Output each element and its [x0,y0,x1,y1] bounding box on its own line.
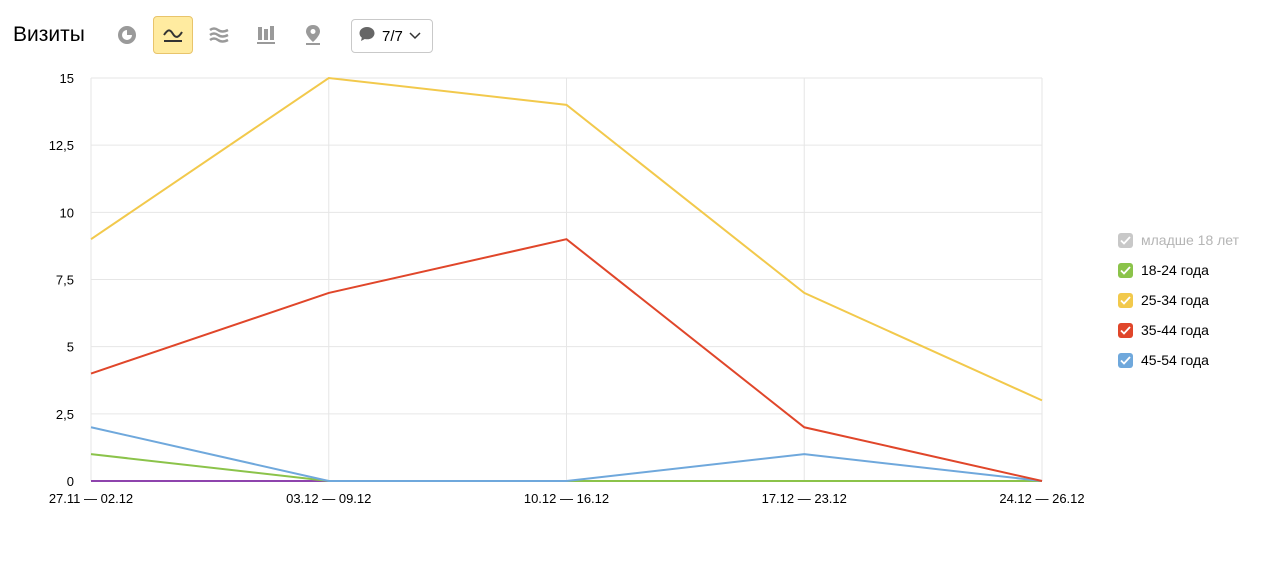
series-line [90,426,1043,482]
legend-item[interactable]: 25-34 года [1118,285,1239,315]
stacked-bar-chart-button[interactable] [246,16,286,54]
stacked-bar-chart-icon [255,25,277,45]
legend-item[interactable]: 18-24 года [1118,255,1239,285]
y-tick-label: 10 [60,205,74,220]
legend-item[interactable]: 35-44 года [1118,315,1239,345]
checkmark-icon [1120,265,1131,275]
legend-checkbox[interactable] [1118,232,1133,248]
segments-count: 7/7 [382,27,403,45]
checkmark-icon [1120,235,1131,245]
chart-legend: младше 18 лет 18-24 года 25-34 года 35-44 г… [1118,225,1239,375]
legend-label: 35-44 года [1141,322,1209,338]
chevron-down-icon [409,27,421,45]
checkmark-icon [1120,295,1131,305]
pie-chart-icon [117,25,137,45]
legend-item[interactable]: младше 18 лет [1118,225,1239,255]
checkmark-icon [1120,355,1131,365]
y-tick-label: 15 [60,71,74,86]
legend-label: 45-54 года [1141,352,1209,368]
area-chart-button[interactable] [199,16,239,54]
y-tick-label: 12,5 [49,138,74,153]
y-tick-label: 7,5 [56,273,74,288]
y-tick-label: 5 [67,340,74,355]
legend-label: младше 18 лет [1141,232,1240,248]
line-chart: 0 2,5 5 7,5 10 12,5 15 27.11 — 02.12 03.12 — 09.… [49,71,1085,506]
x-tick-label: 10.12 — 16.12 [524,491,609,506]
legend-checkbox[interactable] [1118,352,1133,368]
line-chart-button[interactable] [153,16,193,54]
legend-item[interactable]: 45-54 года [1118,345,1239,375]
legend-label: 25-34 года [1141,292,1209,308]
speech-bubble-icon [358,25,376,48]
checkmark-icon [1120,325,1131,335]
legend-checkbox[interactable] [1118,322,1133,338]
y-tick-label: 2,5 [56,407,74,422]
chart-title: Визиты [13,23,85,46]
legend-checkbox[interactable] [1118,262,1133,278]
series-line [90,238,1043,482]
x-tick-label: 24.12 — 26.12 [999,491,1084,506]
map-pin-icon [303,24,323,46]
pie-chart-button[interactable] [107,16,147,54]
series-line [90,76,1043,402]
legend-checkbox[interactable] [1118,292,1133,308]
x-tick-label: 17.12 — 23.12 [762,491,847,506]
segments-dropdown[interactable]: 7/7 [351,19,433,53]
legend-label: 18-24 года [1141,262,1209,278]
line-chart-icon [162,26,184,44]
x-tick-label: 03.12 — 09.12 [286,491,371,506]
y-tick-label: 0 [67,474,74,489]
area-chart-icon [208,25,230,45]
map-button[interactable] [293,16,333,54]
x-tick-label: 27.11 — 02.12 [49,491,133,506]
chart-toolbar: Визиты [0,0,1261,70]
